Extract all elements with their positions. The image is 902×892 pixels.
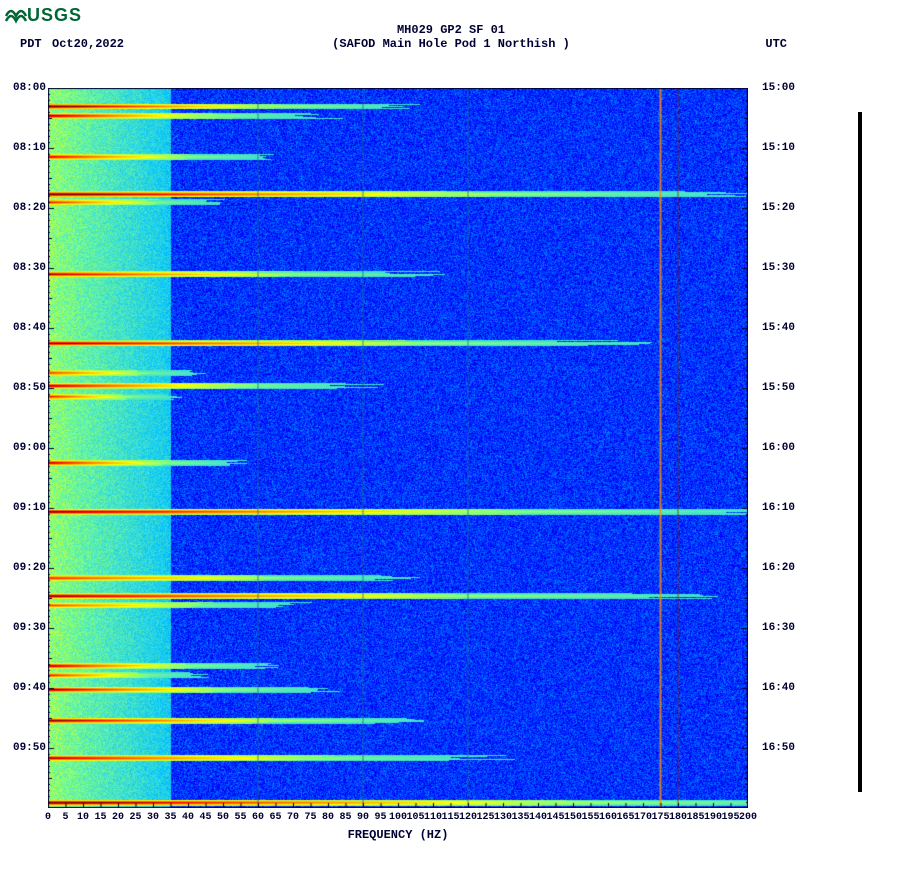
- y-left-tick: 09:00: [6, 442, 46, 454]
- x-tick: 95: [374, 812, 386, 823]
- y-left-tick: 08:50: [6, 382, 46, 394]
- y-right-tick: 16:00: [762, 442, 802, 454]
- y-left-tick: 09:50: [6, 742, 46, 754]
- x-tick: 150: [564, 812, 582, 823]
- x-tick: 120: [459, 812, 477, 823]
- x-tick: 140: [529, 812, 547, 823]
- x-tick: 75: [304, 812, 316, 823]
- spectrogram-plot: [48, 88, 748, 808]
- chart-title: MH029 GP2 SF 01: [0, 23, 902, 37]
- x-tick: 70: [287, 812, 299, 823]
- x-axis-labels: 0510152025303540455055606570758085909510…: [48, 812, 748, 826]
- x-tick: 5: [62, 812, 68, 823]
- timezone-right: UTC: [765, 37, 787, 51]
- y-right-tick: 16:30: [762, 622, 802, 634]
- y-right-tick: 15:00: [762, 82, 802, 94]
- x-tick: 160: [599, 812, 617, 823]
- y-left-tick: 08:10: [6, 142, 46, 154]
- x-tick: 135: [511, 812, 529, 823]
- x-tick: 105: [406, 812, 424, 823]
- x-tick: 10: [77, 812, 89, 823]
- x-tick: 180: [669, 812, 687, 823]
- x-tick: 175: [651, 812, 669, 823]
- y-axis-right-labels: 15:0015:1015:2015:3015:4015:5016:0016:10…: [762, 88, 802, 808]
- x-tick: 20: [112, 812, 124, 823]
- x-tick: 155: [581, 812, 599, 823]
- spectrogram-canvas: [48, 88, 748, 808]
- y-right-tick: 15:20: [762, 202, 802, 214]
- y-left-tick: 09:40: [6, 682, 46, 694]
- y-axis-left-labels: 08:0008:1008:2008:3008:4008:5009:0009:10…: [6, 88, 46, 808]
- x-tick: 50: [217, 812, 229, 823]
- y-right-tick: 15:50: [762, 382, 802, 394]
- x-tick: 85: [339, 812, 351, 823]
- x-tick: 190: [704, 812, 722, 823]
- y-left-tick: 09:20: [6, 562, 46, 574]
- y-left-tick: 08:00: [6, 82, 46, 94]
- x-tick: 100: [389, 812, 407, 823]
- usgs-logo-text: USGS: [27, 5, 82, 25]
- y-left-tick: 09:10: [6, 502, 46, 514]
- x-tick: 45: [199, 812, 211, 823]
- y-right-tick: 15:10: [762, 142, 802, 154]
- x-tick: 30: [147, 812, 159, 823]
- x-tick: 185: [686, 812, 704, 823]
- x-tick: 90: [357, 812, 369, 823]
- y-left-tick: 09:30: [6, 622, 46, 634]
- y-right-tick: 16:20: [762, 562, 802, 574]
- y-left-tick: 08:30: [6, 262, 46, 274]
- x-tick: 115: [441, 812, 459, 823]
- x-tick: 40: [182, 812, 194, 823]
- y-left-tick: 08:20: [6, 202, 46, 214]
- x-axis-title: FREQUENCY (HZ): [48, 828, 748, 842]
- x-tick: 165: [616, 812, 634, 823]
- x-tick: 195: [721, 812, 739, 823]
- y-right-tick: 16:40: [762, 682, 802, 694]
- y-left-tick: 08:40: [6, 322, 46, 334]
- x-tick: 80: [322, 812, 334, 823]
- x-tick: 200: [739, 812, 757, 823]
- x-tick: 170: [634, 812, 652, 823]
- colorbar: [858, 112, 862, 792]
- y-right-tick: 16:50: [762, 742, 802, 754]
- x-tick: 145: [546, 812, 564, 823]
- x-tick: 25: [129, 812, 141, 823]
- y-right-tick: 15:40: [762, 322, 802, 334]
- x-tick: 15: [94, 812, 106, 823]
- y-right-tick: 15:30: [762, 262, 802, 274]
- x-tick: 35: [164, 812, 176, 823]
- x-tick: 110: [424, 812, 442, 823]
- x-tick: 125: [476, 812, 494, 823]
- y-right-tick: 16:10: [762, 502, 802, 514]
- x-tick: 55: [234, 812, 246, 823]
- x-tick: 130: [494, 812, 512, 823]
- x-tick: 0: [45, 812, 51, 823]
- x-tick: 65: [269, 812, 281, 823]
- x-tick: 60: [252, 812, 264, 823]
